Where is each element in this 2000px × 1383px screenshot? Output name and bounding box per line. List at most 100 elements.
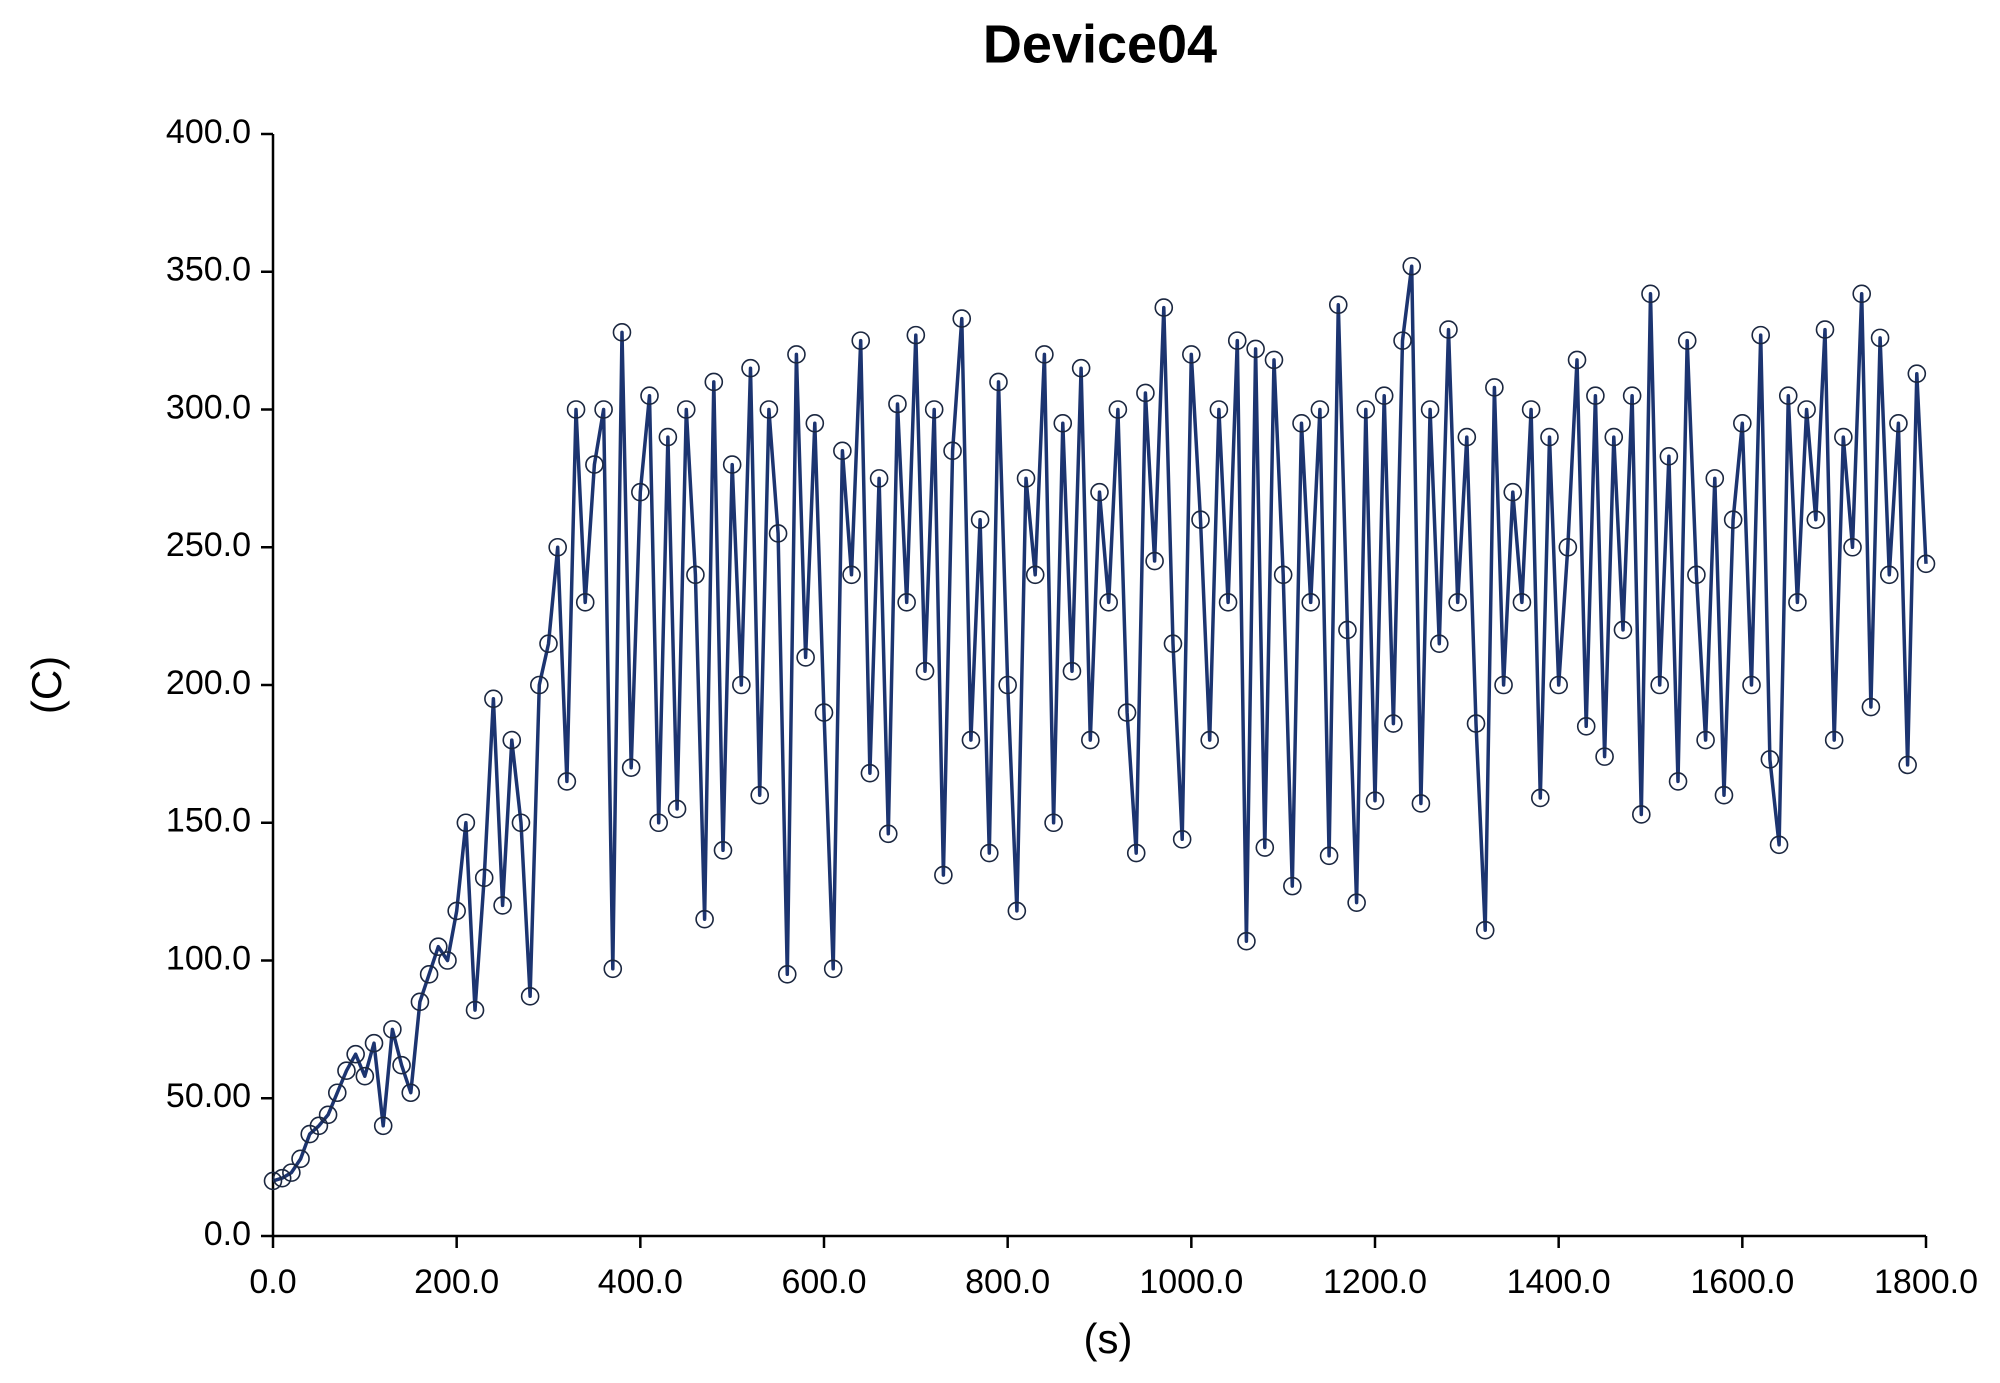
data-point <box>1448 593 1467 612</box>
data-point <box>1760 750 1780 769</box>
x-tick-label: 600.0 <box>781 1263 866 1301</box>
data-point <box>383 1020 402 1039</box>
data-point <box>1273 565 1293 585</box>
data-point <box>1457 427 1477 447</box>
chart-title: Device04 <box>983 14 1217 74</box>
data-point <box>1374 386 1394 406</box>
data-point <box>309 1116 329 1136</box>
data-point <box>777 964 797 984</box>
data-point <box>474 868 494 888</box>
data-point <box>1751 325 1770 345</box>
data-point <box>1540 427 1559 447</box>
data-point <box>419 964 439 984</box>
data-point <box>1328 295 1348 315</box>
data-point <box>291 1149 310 1169</box>
data-point <box>1466 714 1486 733</box>
data-point <box>346 1044 365 1064</box>
data-point <box>1044 813 1063 833</box>
y-tick-label: 50.00 <box>166 1077 251 1115</box>
data-point <box>1099 593 1118 612</box>
data-point <box>1439 320 1458 339</box>
data-point <box>548 537 567 557</box>
data-point <box>1485 378 1504 397</box>
data-point <box>1420 400 1440 419</box>
data-point <box>1365 791 1385 811</box>
data-point <box>364 1033 384 1053</box>
data-point <box>1558 537 1578 557</box>
data-point <box>658 427 678 447</box>
data-line <box>272 264 1928 1183</box>
data-point <box>1604 427 1624 447</box>
data-point <box>1778 386 1798 406</box>
y-tick-label: 300.0 <box>166 388 251 426</box>
data-point <box>1659 447 1679 466</box>
data-point <box>502 730 522 750</box>
y-tick-label: 100.0 <box>166 939 251 977</box>
y-tick-label: 250.0 <box>166 526 251 564</box>
data-point <box>511 813 531 833</box>
data-point <box>603 959 623 979</box>
data-point <box>1549 675 1568 695</box>
data-point <box>1494 675 1513 695</box>
data-point <box>1641 284 1660 304</box>
data-point <box>530 675 549 695</box>
data-point <box>1576 717 1596 736</box>
data-point <box>1338 620 1357 640</box>
y-tick-label: 0.0 <box>204 1215 251 1253</box>
data-point <box>1824 730 1844 750</box>
data-point <box>878 824 898 844</box>
data-point <box>1595 747 1614 766</box>
data-point <box>631 482 650 502</box>
data-point <box>1586 386 1605 406</box>
data-point <box>1705 469 1725 488</box>
data-point <box>640 386 659 406</box>
data-point <box>272 1168 292 1188</box>
data-point <box>327 1083 347 1103</box>
data-point <box>1218 593 1238 612</box>
data-point <box>842 565 861 585</box>
data-point <box>1613 620 1633 640</box>
data-point <box>1870 328 1890 348</box>
data-point <box>732 675 751 695</box>
data-point <box>1769 835 1789 855</box>
data-point <box>934 865 953 885</box>
data-point <box>456 813 476 833</box>
data-point <box>1191 510 1210 530</box>
data-point <box>1742 675 1761 695</box>
data-point <box>1145 551 1164 571</box>
data-point <box>1200 730 1219 750</box>
data-point <box>1834 427 1853 447</box>
data-point <box>924 400 944 419</box>
data-point <box>484 689 503 709</box>
data-point <box>621 758 641 777</box>
data-point <box>438 951 457 970</box>
data-point <box>318 1105 338 1125</box>
x-axis-label: (s) <box>1084 1315 1133 1362</box>
data-point <box>1035 345 1054 364</box>
data-point <box>428 937 448 957</box>
y-axis-label: (C) <box>23 656 70 714</box>
data-point <box>1356 400 1376 419</box>
data-point <box>520 987 540 1006</box>
data-point <box>1172 829 1192 849</box>
data-point <box>1136 383 1155 403</box>
data-point <box>612 323 632 342</box>
data-point <box>1531 788 1550 808</box>
data-point <box>1733 413 1752 433</box>
data-point <box>1650 675 1669 695</box>
data-point <box>686 565 705 585</box>
data-point <box>823 959 843 979</box>
data-point <box>695 909 714 929</box>
data-point <box>1512 593 1532 612</box>
data-point <box>1384 714 1403 733</box>
data-point <box>1806 510 1826 530</box>
y-tick-label: 400.0 <box>166 113 251 151</box>
data-point <box>1209 400 1229 419</box>
data-point <box>1852 284 1872 304</box>
data-point <box>851 331 871 350</box>
data-point <box>282 1163 301 1182</box>
data-point <box>906 325 926 345</box>
data-point <box>1108 400 1128 419</box>
data-point <box>1843 537 1862 557</box>
